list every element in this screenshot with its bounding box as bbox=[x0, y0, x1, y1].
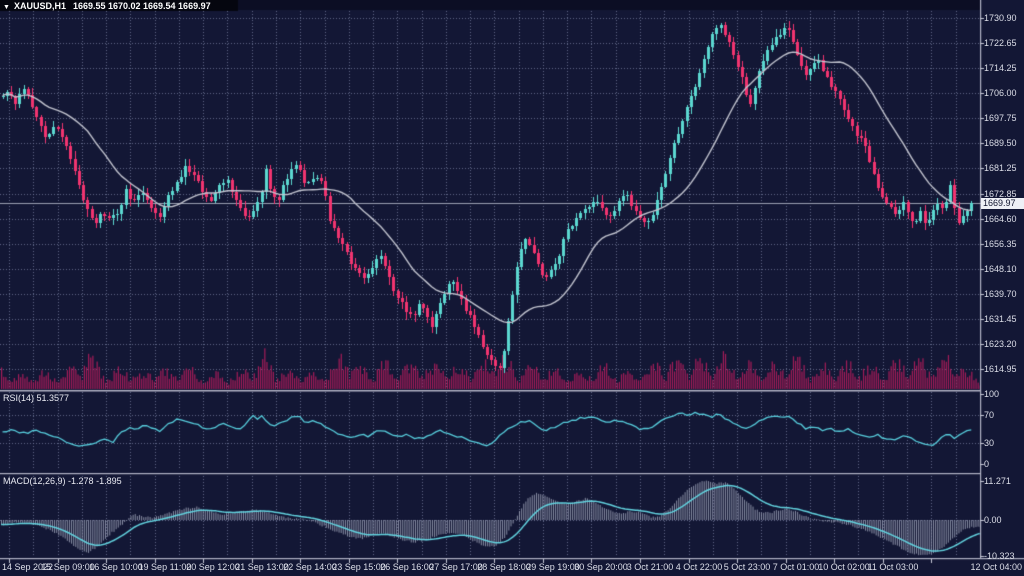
time-tick-label: 16 Sep 10:00 bbox=[89, 562, 143, 572]
chevron-down-icon[interactable]: ▼ bbox=[3, 4, 10, 11]
time-tick-label: 7 Oct 01:00 bbox=[772, 562, 820, 572]
rsi-name: RSI(14) bbox=[3, 393, 35, 403]
price-tick-label: 1623.20 bbox=[984, 339, 1017, 349]
macd-values: -1.278 -1.895 bbox=[68, 476, 122, 486]
rsi-indicator-label: RSI(14) 51.3577 bbox=[3, 393, 69, 403]
time-tick-label: 30 Sep 20:00 bbox=[574, 562, 628, 572]
time-tick-label: 27 Sep 17:00 bbox=[429, 562, 483, 572]
price-tick-label: 1631.45 bbox=[984, 314, 1017, 324]
price-tick-label: 1639.70 bbox=[984, 289, 1017, 299]
price-tick-label: 1648.10 bbox=[984, 264, 1017, 274]
price-tick-label: 1672.85 bbox=[984, 189, 1017, 199]
rsi-tick-label: 0 bbox=[984, 459, 990, 469]
time-tick-label: 21 Sep 13:00 bbox=[235, 562, 289, 572]
time-tick-label: 19 Sep 11:00 bbox=[138, 562, 192, 572]
ohlc-values: 1669.55 1670.02 1669.54 1669.97 bbox=[72, 1, 211, 11]
symbol-header: ▼ XAUUSD,H1 1669.55 1670.02 1669.54 1669.9… bbox=[3, 1, 211, 11]
price-tick-label: 1681.25 bbox=[984, 163, 1017, 173]
rsi-tick-label: 70 bbox=[984, 410, 995, 420]
price-tick-label: 1656.35 bbox=[984, 239, 1017, 249]
macd-tick-label: -10.323 bbox=[984, 551, 1015, 561]
macd-tick-label: 11.271 bbox=[984, 476, 1011, 486]
price-tick-label: 1706.00 bbox=[984, 88, 1017, 98]
price-tick-label: 1614.95 bbox=[984, 364, 1017, 374]
price-tick-label: 1689.50 bbox=[984, 138, 1017, 148]
price-tick-label: 1722.65 bbox=[984, 38, 1017, 48]
symbol-timeframe-label: XAUUSD,H1 bbox=[13, 1, 66, 11]
time-tick-label: 20 Sep 12:00 bbox=[186, 562, 240, 572]
rsi-value: 51.3577 bbox=[36, 393, 70, 403]
time-tick-label: 11 Oct 03:00 bbox=[867, 562, 919, 572]
macd-name: MACD(12,26,9) bbox=[3, 476, 66, 486]
time-tick-label: 5 Oct 23:00 bbox=[723, 562, 771, 572]
price-tick-label: 1730.90 bbox=[984, 13, 1017, 23]
price-tick-label: 1714.25 bbox=[984, 63, 1017, 73]
time-tick-label: 28 Sep 18:00 bbox=[477, 562, 531, 572]
macd-tick-label: 0.00 bbox=[984, 515, 1002, 525]
time-tick-label: 22 Sep 14:00 bbox=[283, 562, 337, 572]
time-tick-label: 26 Sep 16:00 bbox=[380, 562, 434, 572]
time-tick-label: 23 Sep 15:00 bbox=[332, 562, 386, 572]
time-tick-label: 12 Oct 04:00 bbox=[970, 562, 1022, 572]
time-tick-label: 29 Sep 19:00 bbox=[526, 562, 580, 572]
rsi-tick-label: 30 bbox=[984, 438, 995, 448]
price-tick-label: 1697.75 bbox=[984, 113, 1017, 123]
macd-indicator-label: MACD(12,26,9) -1.278 -1.895 bbox=[3, 476, 122, 486]
rsi-tick-label: 100 bbox=[984, 389, 1000, 399]
price-tick-label: 1664.60 bbox=[984, 214, 1017, 224]
time-tick-label: 14 Sep 2022 bbox=[2, 562, 54, 572]
time-tick-label: 3 Oct 21:00 bbox=[626, 562, 674, 572]
time-tick-label: 15 Sep 09:00 bbox=[41, 562, 95, 572]
time-tick-label: 10 Oct 02:00 bbox=[818, 562, 870, 572]
current-price-badge: 1669.97 bbox=[981, 198, 1024, 209]
time-tick-label: 4 Oct 22:00 bbox=[675, 562, 723, 572]
